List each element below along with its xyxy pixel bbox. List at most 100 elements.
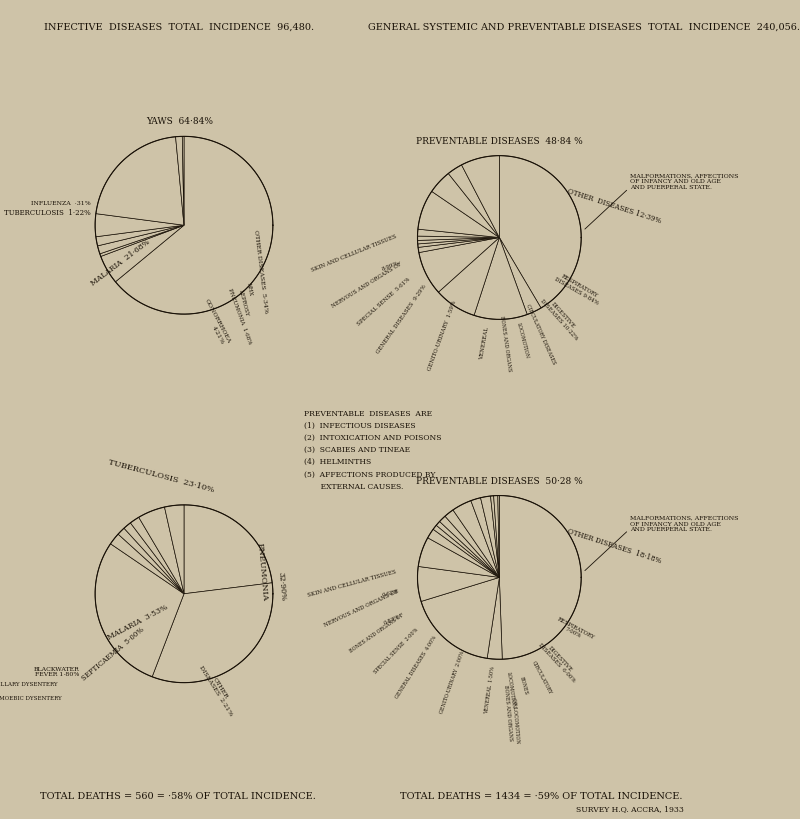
Text: TUBERCULOSIS  23·10%: TUBERCULOSIS 23·10% [108, 458, 215, 494]
Text: TOTAL DEATHS = 560 = ·58% OF TOTAL INCIDENCE.: TOTAL DEATHS = 560 = ·58% OF TOTAL INCID… [40, 792, 316, 800]
Text: GONORRHOEA: GONORRHOEA [203, 298, 231, 344]
Polygon shape [418, 538, 499, 577]
Polygon shape [448, 165, 499, 238]
Text: 0·62%: 0·62% [382, 589, 399, 599]
Text: NERVOUS AND ORGANS OF: NERVOUS AND ORGANS OF [330, 261, 402, 309]
Polygon shape [418, 238, 499, 252]
Text: MALFORMATIONS, AFFECTIONS
OF INFANCY AND OLD AGE
AND PUERPERAL STATE.: MALFORMATIONS, AFFECTIONS OF INFANCY AND… [630, 174, 739, 190]
Text: LOCOMOTION: LOCOMOTION [515, 322, 529, 360]
Polygon shape [101, 225, 184, 282]
Text: BACILLARY DYSENTERY: BACILLARY DYSENTERY [0, 682, 58, 687]
Text: TUBERCULOSIS  1·22%: TUBERCULOSIS 1·22% [4, 209, 90, 217]
Polygon shape [110, 534, 184, 594]
Polygon shape [487, 577, 502, 659]
Polygon shape [130, 518, 184, 594]
Polygon shape [462, 156, 499, 238]
Polygon shape [490, 495, 499, 577]
Text: OTHER DISEASES  5·34%: OTHER DISEASES 5·34% [254, 229, 269, 314]
Text: OF LOCOMOTION: OF LOCOMOTION [511, 698, 520, 744]
Polygon shape [96, 225, 184, 246]
Text: GENERAL DISEASES  4·00%: GENERAL DISEASES 4·00% [395, 636, 438, 699]
Text: GENITO-URINARY  1·59%: GENITO-URINARY 1·59% [426, 300, 457, 371]
Text: MALARIA  3·53%: MALARIA 3·53% [106, 603, 170, 641]
Polygon shape [98, 225, 184, 254]
Polygon shape [498, 495, 499, 577]
Polygon shape [418, 236, 499, 241]
Polygon shape [421, 577, 499, 658]
Polygon shape [471, 498, 499, 577]
Polygon shape [175, 136, 184, 225]
Text: MALARIA  21·68%: MALARIA 21·68% [89, 238, 151, 287]
Text: 8·99%: 8·99% [382, 260, 399, 272]
Text: RESPIRATORY
7·00%: RESPIRATORY 7·00% [554, 616, 595, 645]
Text: PREVENTABLE DISEASES  50·28 %: PREVENTABLE DISEASES 50·28 % [416, 477, 582, 486]
Polygon shape [436, 522, 499, 577]
Text: VENEREAL: VENEREAL [479, 328, 490, 360]
Text: SURVEY H.Q. ACCRA, 1933: SURVEY H.Q. ACCRA, 1933 [576, 805, 684, 813]
Text: PREVENTABLE  DISEASES  ARE
(1)  INFECTIOUS DISEASES
(2)  INTOXICATION AND POISON: PREVENTABLE DISEASES ARE (1) INFECTIOUS … [304, 410, 442, 491]
Text: OTHER DISEASES  18·18%: OTHER DISEASES 18·18% [566, 527, 662, 565]
Text: INFLUENZA  ·31%: INFLUENZA ·31% [31, 201, 90, 206]
Polygon shape [418, 229, 499, 238]
Text: CIRCULATORY: CIRCULATORY [531, 659, 553, 695]
Text: RESPIRATORY
DISEASES 9·84%: RESPIRATORY DISEASES 9·84% [554, 271, 602, 305]
Text: BONES AND ORGANS: BONES AND ORGANS [499, 316, 512, 372]
Text: SPECIAL SENSE  2·00%: SPECIAL SENSE 2·00% [373, 627, 419, 675]
Polygon shape [438, 238, 499, 315]
Polygon shape [433, 525, 499, 577]
Text: CIRCULATORY DISEASES: CIRCULATORY DISEASES [525, 303, 556, 365]
Text: 32·90%: 32·90% [277, 572, 287, 601]
Polygon shape [182, 136, 184, 225]
Text: BONES AND ORGANS: BONES AND ORGANS [502, 684, 513, 740]
Polygon shape [428, 529, 499, 577]
Text: YAWS  64·84%: YAWS 64·84% [146, 116, 213, 125]
Text: SPECIAL SENSE  5·61%: SPECIAL SENSE 5·61% [356, 276, 411, 327]
Polygon shape [494, 495, 499, 577]
Text: NERVOUS AND ORGANS OF: NERVOUS AND ORGANS OF [323, 589, 399, 628]
Text: BONES: BONES [519, 676, 529, 695]
Text: LOCOMOTION: LOCOMOTION [506, 672, 516, 709]
Text: SKIN AND CELLULAR TISSUES: SKIN AND CELLULAR TISSUES [310, 234, 397, 274]
Polygon shape [418, 192, 499, 238]
Text: MALFORMATIONS, AFFECTIONS
OF INFANCY AND OLD AGE
AND PUERPERAL STATE.: MALFORMATIONS, AFFECTIONS OF INFANCY AND… [630, 516, 739, 532]
Polygon shape [124, 523, 184, 594]
Polygon shape [419, 238, 499, 292]
Text: GENERAL DISEASES  9·29%: GENERAL DISEASES 9·29% [376, 284, 427, 355]
Text: SKIN AND CELLULAR TISSUES: SKIN AND CELLULAR TISSUES [307, 570, 397, 598]
Text: TOTAL DEATHS = 1434 = ·59% OF TOTAL INCIDENCE.: TOTAL DEATHS = 1434 = ·59% OF TOTAL INCI… [400, 792, 682, 800]
Text: PREVENTABLE DISEASES  48·84 %: PREVENTABLE DISEASES 48·84 % [416, 137, 582, 146]
Polygon shape [118, 528, 184, 594]
Polygon shape [499, 495, 582, 659]
Polygon shape [499, 156, 582, 308]
Polygon shape [96, 137, 184, 225]
Text: GENERAL SYSTEMIC AND PREVENTABLE DISEASES  TOTAL  INCIDENCE  240,056.: GENERAL SYSTEMIC AND PREVENTABLE DISEASE… [368, 23, 800, 32]
Text: AMOEBIC DYSENTERY: AMOEBIC DYSENTERY [0, 696, 62, 701]
Polygon shape [115, 136, 273, 314]
Polygon shape [100, 225, 184, 256]
Polygon shape [445, 510, 499, 577]
Text: 0·83%: 0·83% [383, 614, 401, 626]
Text: SEPTICAEMIA  5·00%: SEPTICAEMIA 5·00% [80, 626, 146, 683]
Text: VENEREAL  1·50%: VENEREAL 1·50% [484, 667, 495, 714]
Text: LEPROSY: LEPROSY [238, 289, 249, 318]
Text: NHX: NHX [246, 282, 254, 296]
Polygon shape [432, 174, 499, 238]
Text: DIGESTIVE
DISEASES  6·00%: DIGESTIVE DISEASES 6·00% [537, 638, 580, 683]
Text: BLACKWATER
FEVER 1·80%: BLACKWATER FEVER 1·80% [34, 667, 79, 677]
Text: OTHER
DISEASES  2·21%: OTHER DISEASES 2·21% [198, 663, 238, 717]
Text: 4·21%: 4·21% [210, 325, 225, 346]
Text: INFECTIVE  DISEASES  TOTAL  INCIDENCE  96,480.: INFECTIVE DISEASES TOTAL INCIDENCE 96,48… [44, 23, 314, 32]
Polygon shape [184, 505, 272, 594]
Text: BONES AND ORGANS OF: BONES AND ORGANS OF [349, 613, 406, 654]
Polygon shape [138, 507, 184, 594]
Text: PNEUMONIA: PNEUMONIA [256, 542, 269, 601]
Polygon shape [95, 214, 184, 237]
Polygon shape [418, 238, 499, 247]
Polygon shape [499, 238, 541, 314]
Text: DIGESTIVE
DISEASES 10·22%: DIGESTIVE DISEASES 10·22% [539, 294, 582, 342]
Polygon shape [439, 516, 499, 577]
Polygon shape [152, 583, 273, 683]
Polygon shape [474, 238, 527, 319]
Polygon shape [481, 496, 499, 577]
Text: PNEUMONIA  1·68%: PNEUMONIA 1·68% [226, 287, 252, 345]
